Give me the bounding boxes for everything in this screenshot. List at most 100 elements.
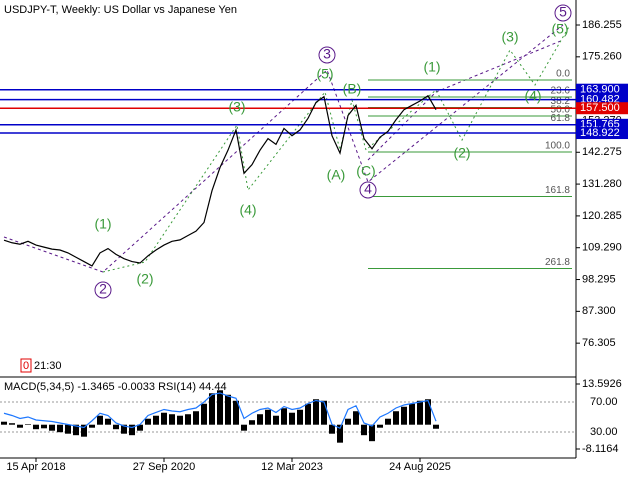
x-tick-label: 15 Apr 2018 — [6, 461, 65, 473]
macd-bar — [313, 399, 319, 425]
x-tick-label: 12 Mar 2023 — [261, 461, 323, 473]
macd-bar — [241, 424, 247, 431]
fib-label: 261.8 — [545, 257, 570, 268]
macd-bar — [425, 399, 431, 425]
macd-bar — [201, 403, 207, 425]
x-tick-label: 24 Aug 2025 — [389, 461, 451, 473]
macd-bar — [113, 424, 119, 430]
y-tick-label: 142.275 — [582, 146, 622, 158]
macd-bar — [25, 424, 31, 425]
fib-label: 23.6 — [551, 86, 571, 97]
fib-label: 0.0 — [556, 69, 570, 80]
macd-bar — [273, 415, 279, 425]
wave-label: (3) — [228, 99, 245, 115]
macd-bar — [433, 424, 439, 429]
macd-bar — [153, 415, 159, 425]
macd-bar — [177, 415, 183, 425]
macd-bar — [41, 424, 47, 429]
wave-label: (C) — [356, 163, 375, 179]
y-tick-label: 13.5926 — [582, 378, 622, 390]
macd-bar — [361, 424, 367, 436]
fib-label: 61.8 — [551, 113, 571, 124]
fib-label: 50.0 — [551, 105, 571, 116]
macd-bar — [121, 424, 127, 434]
indicator-title: MACD(5,34,5) -1.3465 -0.0033 RSI(14) 44.… — [4, 381, 227, 393]
macd-bar — [377, 424, 383, 428]
macd-bar — [73, 424, 79, 436]
wave-label: (2) — [453, 145, 470, 161]
price-line — [3, 94, 437, 267]
level-tag — [576, 83, 628, 96]
macd-bar — [17, 424, 23, 428]
macd-bar — [105, 418, 111, 425]
fib-label: 38.2 — [551, 96, 571, 107]
macd-bar — [305, 403, 311, 425]
wave-label: (4) — [239, 202, 256, 218]
macd-bar — [417, 400, 423, 425]
wave-label: 2 — [99, 281, 107, 297]
macd-bar — [393, 411, 399, 425]
wave-label: (1) — [94, 216, 111, 232]
macd-bar — [297, 409, 303, 425]
macd-bar — [161, 412, 167, 425]
macd-bar — [321, 400, 327, 425]
macd-bar — [81, 424, 87, 437]
macd-bar — [369, 424, 375, 442]
y-tick-label: 186.255 — [582, 19, 622, 31]
macd-bar — [249, 420, 255, 425]
macd-bar — [9, 423, 15, 425]
level-label: 157.500 — [580, 102, 620, 114]
channel-line — [367, 39, 564, 161]
wave-label: (4) — [524, 88, 541, 104]
wave-label: (5) — [551, 21, 568, 37]
y-tick-label: 120.285 — [582, 210, 622, 222]
y2-tick-label: 70.00 — [590, 396, 618, 408]
macd-bar — [385, 418, 391, 425]
x-tick-label: 27 Sep 2020 — [133, 461, 195, 473]
macd-bar — [353, 411, 359, 425]
wave-label: (1) — [423, 59, 440, 75]
y-tick-label: 175.260 — [582, 51, 622, 63]
macd-bar — [89, 424, 95, 428]
fib-label: 161.8 — [545, 185, 570, 196]
macd-bar — [97, 415, 103, 425]
macd-bar — [137, 424, 143, 431]
macd-bar — [33, 424, 39, 430]
macd-bar — [281, 408, 287, 425]
macd-bar — [145, 418, 151, 425]
wave-circle — [318, 46, 336, 64]
macd-bar — [233, 400, 239, 425]
level-tag — [576, 127, 628, 140]
macd-bar — [289, 412, 295, 425]
y-tick-label: 98.295 — [582, 273, 616, 285]
wave-label: (3) — [501, 29, 518, 45]
macd-bar — [129, 424, 135, 436]
time-label: 21:30 — [34, 360, 62, 372]
wave-label: 3 — [323, 46, 331, 62]
wave-label: (5) — [316, 66, 333, 82]
macd-bar — [337, 424, 343, 443]
wave-label: (A) — [327, 167, 346, 183]
rsi-line — [3, 392, 437, 430]
macd-bar — [185, 414, 191, 425]
y2-tick-label: 30.00 — [590, 426, 618, 438]
wave-circle — [554, 4, 572, 22]
fib-label: 100.0 — [545, 141, 570, 152]
macd-bar — [329, 424, 335, 434]
wave-label: 4 — [364, 181, 372, 197]
wave-circle — [359, 181, 377, 199]
macd-bar — [1, 421, 7, 425]
level-label: 163.900 — [580, 84, 620, 96]
macd-bar — [57, 424, 63, 433]
wave-label: (2) — [136, 271, 153, 287]
macd-bar — [217, 390, 223, 425]
wave-circle — [94, 281, 112, 299]
macd-bar — [265, 409, 271, 425]
macd-bar — [209, 393, 215, 425]
macd-bar — [225, 394, 231, 425]
level-label: 148.922 — [580, 127, 620, 139]
macd-bar — [169, 414, 175, 425]
chart-title: USDJPY-T, Weekly: US Dollar vs Japanese … — [4, 4, 237, 16]
macd-bar — [345, 418, 351, 425]
y-tick-label: 87.300 — [582, 305, 616, 317]
